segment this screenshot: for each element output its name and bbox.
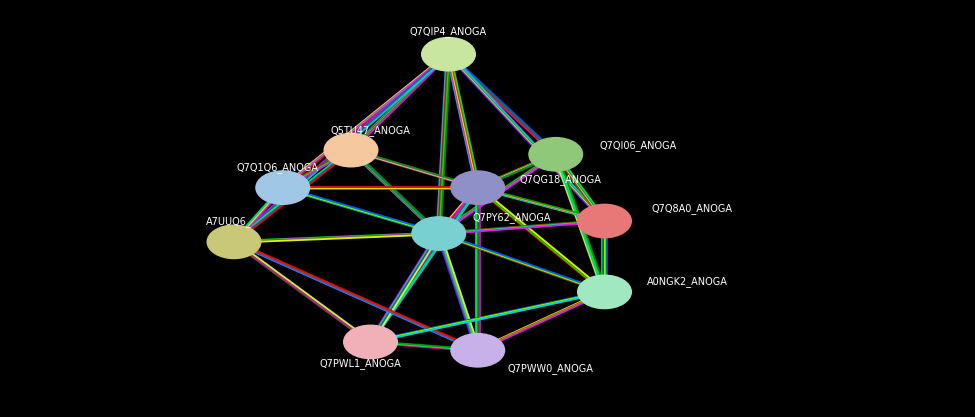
Ellipse shape [324, 133, 378, 167]
Text: Q7QIP4_ANOGA: Q7QIP4_ANOGA [410, 26, 488, 37]
Text: Q7PWL1_ANOGA: Q7PWL1_ANOGA [320, 358, 402, 369]
Ellipse shape [528, 138, 583, 171]
Ellipse shape [577, 275, 632, 309]
Text: Q7Q1Q6_ANOGA: Q7Q1Q6_ANOGA [237, 162, 319, 173]
Ellipse shape [411, 217, 466, 250]
Text: Q7QI06_ANOGA: Q7QI06_ANOGA [600, 141, 678, 151]
Ellipse shape [450, 171, 505, 204]
Ellipse shape [450, 334, 505, 367]
Text: Q7Q8A0_ANOGA: Q7Q8A0_ANOGA [651, 203, 733, 214]
Text: Q5TU47_ANOGA: Q5TU47_ANOGA [331, 125, 410, 136]
Text: A0NGK2_ANOGA: A0NGK2_ANOGA [647, 276, 727, 287]
Ellipse shape [207, 225, 261, 259]
Text: A7UUQ6_: A7UUQ6_ [207, 216, 252, 227]
Text: Q7QG18_ANOGA: Q7QG18_ANOGA [520, 174, 602, 185]
Ellipse shape [577, 204, 632, 238]
Text: Q7PWW0_ANOGA: Q7PWW0_ANOGA [508, 364, 594, 374]
Text: Q7PY62_ANOGA: Q7PY62_ANOGA [473, 212, 551, 223]
Ellipse shape [421, 38, 476, 71]
Ellipse shape [343, 325, 398, 359]
Ellipse shape [255, 171, 310, 204]
